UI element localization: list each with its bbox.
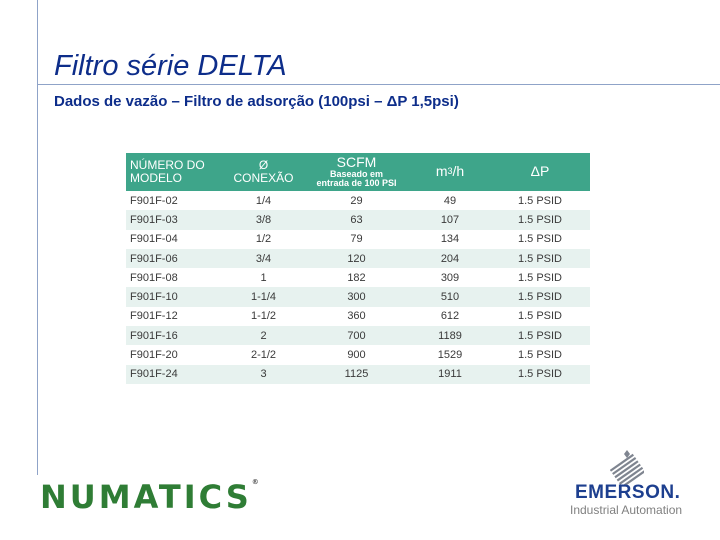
cell-dp: 1.5 PSID [517,271,563,284]
cell-dp: 1.5 PSID [517,368,563,381]
emerson-tagline: Industrial Automation [570,503,683,517]
emerson-logo-icon [610,450,644,486]
table-row: F901F-02 1/4 29 49 1.5 PSID [126,191,590,211]
cell-scfm: 120 [347,252,366,265]
cell-connection: 2-1/2 [250,349,277,362]
header-scfm-sub1: Baseado em [329,169,384,179]
cell-scfm: 300 [347,291,366,304]
header-conn-line1: Ø [258,158,269,172]
left-guide-line [37,0,38,475]
header-scfm: SCFM Baseado em entrada de 100 PSI [303,153,410,191]
cell-m3h: 1911 [438,368,462,381]
header-model-line2: MODELO [130,171,183,185]
cell-scfm: 1125 [344,368,369,381]
cell-m3h: 612 [440,310,460,323]
table-row: F901F-03 3/8 63 107 1.5 PSID [126,210,590,230]
cell-m3h: 510 [440,291,460,304]
cell-dp: 1.5 PSID [517,252,563,265]
header-dp-label: ΔP [530,163,550,179]
table-row: F901F-06 3/4 120 204 1.5 PSID [126,248,590,269]
flow-data-table: NÚMERO DO MODELO Ø CONEXÃO SCFM Baseado … [126,153,590,384]
table-row: F901F-04 1/2 79 134 1.5 PSID [126,229,590,249]
cell-scfm: 182 [347,271,366,284]
cell-model: F901F-02 [130,194,178,207]
table-row: F901F-16 2 700 1189 1.5 PSID [126,326,590,346]
table-row: F901F-20 2-1/2 900 1529 1.5 PSID [126,345,590,365]
table-row: F901F-10 1-1/4 300 510 1.5 PSID [126,287,590,307]
table-row: F901F-08 1 182 309 1.5 PSID [126,268,590,288]
cell-model: F901F-10 [130,291,178,304]
cell-model: F901F-20 [130,349,178,362]
cell-scfm: 900 [347,349,366,362]
cell-scfm: 700 [347,329,366,342]
table-row: F901F-12 1-1/2 360 612 1.5 PSID [126,306,590,327]
header-model-line1: NÚMERO DO [130,158,205,172]
cell-connection: 3 [260,368,267,381]
cell-model: F901F-24 [130,368,178,381]
cell-m3h: 204 [440,252,460,265]
header-m3h-sup: 3 [447,166,453,176]
cell-dp: 1.5 PSID [517,329,563,342]
header-scfm-main: SCFM [336,154,377,170]
cell-scfm: 29 [350,194,363,207]
cell-model: F901F-03 [130,213,178,226]
numatics-wordmark: NUMATICS [40,478,252,516]
cell-dp: 1.5 PSID [517,194,563,207]
cell-dp: 1.5 PSID [517,310,563,323]
cell-m3h: 1189 [438,329,462,342]
table-row: F901F-24 3 1125 1911 1.5 PSID [126,364,590,384]
cell-m3h: 107 [440,213,460,226]
table-header-row: NÚMERO DO MODELO Ø CONEXÃO SCFM Baseado … [126,153,590,191]
numatics-trademark: ® [251,478,259,486]
slide-subtitle: Dados de vazão – Filtro de adsorção (100… [54,93,459,110]
emerson-wordmark: EMERSON. [575,482,681,503]
cell-connection: 3/4 [255,252,272,265]
header-m3h-unit: /h [452,163,465,179]
cell-m3h: 49 [443,194,457,207]
cell-dp: 1.5 PSID [517,349,563,362]
header-connection: Ø CONEXÃO [224,153,303,191]
numatics-logo: NUMATICS® [40,478,259,516]
cell-connection: 3/8 [255,213,272,226]
cell-scfm: 360 [347,310,366,323]
cell-dp: 1.5 PSID [517,233,563,246]
cell-model: F901F-08 [130,271,178,284]
slide-title: Filtro série DELTA [54,50,287,82]
cell-model: F901F-12 [130,310,178,323]
header-m3h-base: m [435,163,448,179]
cell-connection: 2 [260,329,267,342]
cell-connection: 1-1/4 [250,291,277,304]
header-conn-line2: CONEXÃO [233,171,294,185]
cell-scfm: 63 [350,213,363,226]
title-underline [37,84,720,85]
cell-m3h: 134 [440,233,460,246]
cell-dp: 1.5 PSID [517,291,563,304]
cell-connection: 1/2 [255,233,272,246]
cell-model: F901F-06 [130,252,178,265]
cell-m3h: 1529 [437,349,463,362]
header-model: NÚMERO DO MODELO [126,153,224,191]
cell-m3h: 309 [440,271,460,284]
cell-scfm: 79 [350,233,363,246]
header-dp: ΔP [490,153,590,191]
header-m3h: m3/h [410,153,490,191]
header-scfm-sub2: entrada de 100 PSI [316,178,397,188]
cell-model: F901F-16 [130,329,178,342]
cell-model: F901F-04 [130,233,178,246]
cell-connection: 1/4 [255,194,272,207]
cell-connection: 1 [260,271,267,284]
cell-connection: 1-1/2 [250,310,277,323]
cell-dp: 1.5 PSID [517,213,563,226]
